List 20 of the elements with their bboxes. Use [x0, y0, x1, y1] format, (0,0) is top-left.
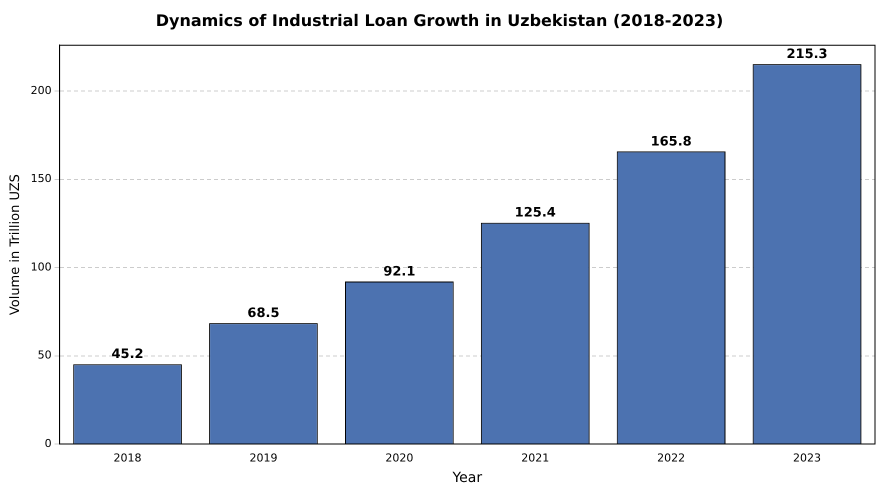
- data-label: 45.2: [112, 347, 144, 362]
- x-tick-label: 2023: [793, 451, 822, 464]
- chart-title: Dynamics of Industrial Loan Growth in Uzbekistan (2018-2023): [156, 10, 724, 30]
- x-tick-label: 2019: [249, 451, 278, 464]
- y-tick-label: 100: [30, 260, 52, 274]
- y-tick-label: 50: [38, 348, 52, 362]
- data-label: 92.1: [383, 264, 416, 280]
- y-tick-label: 200: [30, 84, 52, 97]
- x-tick-label: 2020: [385, 451, 414, 464]
- x-axis-title: Year: [451, 470, 482, 486]
- data-label: 68.5: [247, 306, 280, 321]
- x-tick-label: 2018: [114, 451, 142, 464]
- data-label: 215.3: [786, 46, 828, 62]
- y-tick-label: 0: [44, 436, 52, 450]
- x-tick-label: 2022: [657, 451, 686, 464]
- data-label: 125.4: [514, 206, 556, 221]
- y-tick-label: 150: [30, 172, 52, 186]
- y-axis-title: Volume in Trillion UZS: [8, 174, 24, 316]
- data-label: 165.8: [650, 134, 692, 150]
- x-tick-label: 2021: [521, 451, 550, 464]
